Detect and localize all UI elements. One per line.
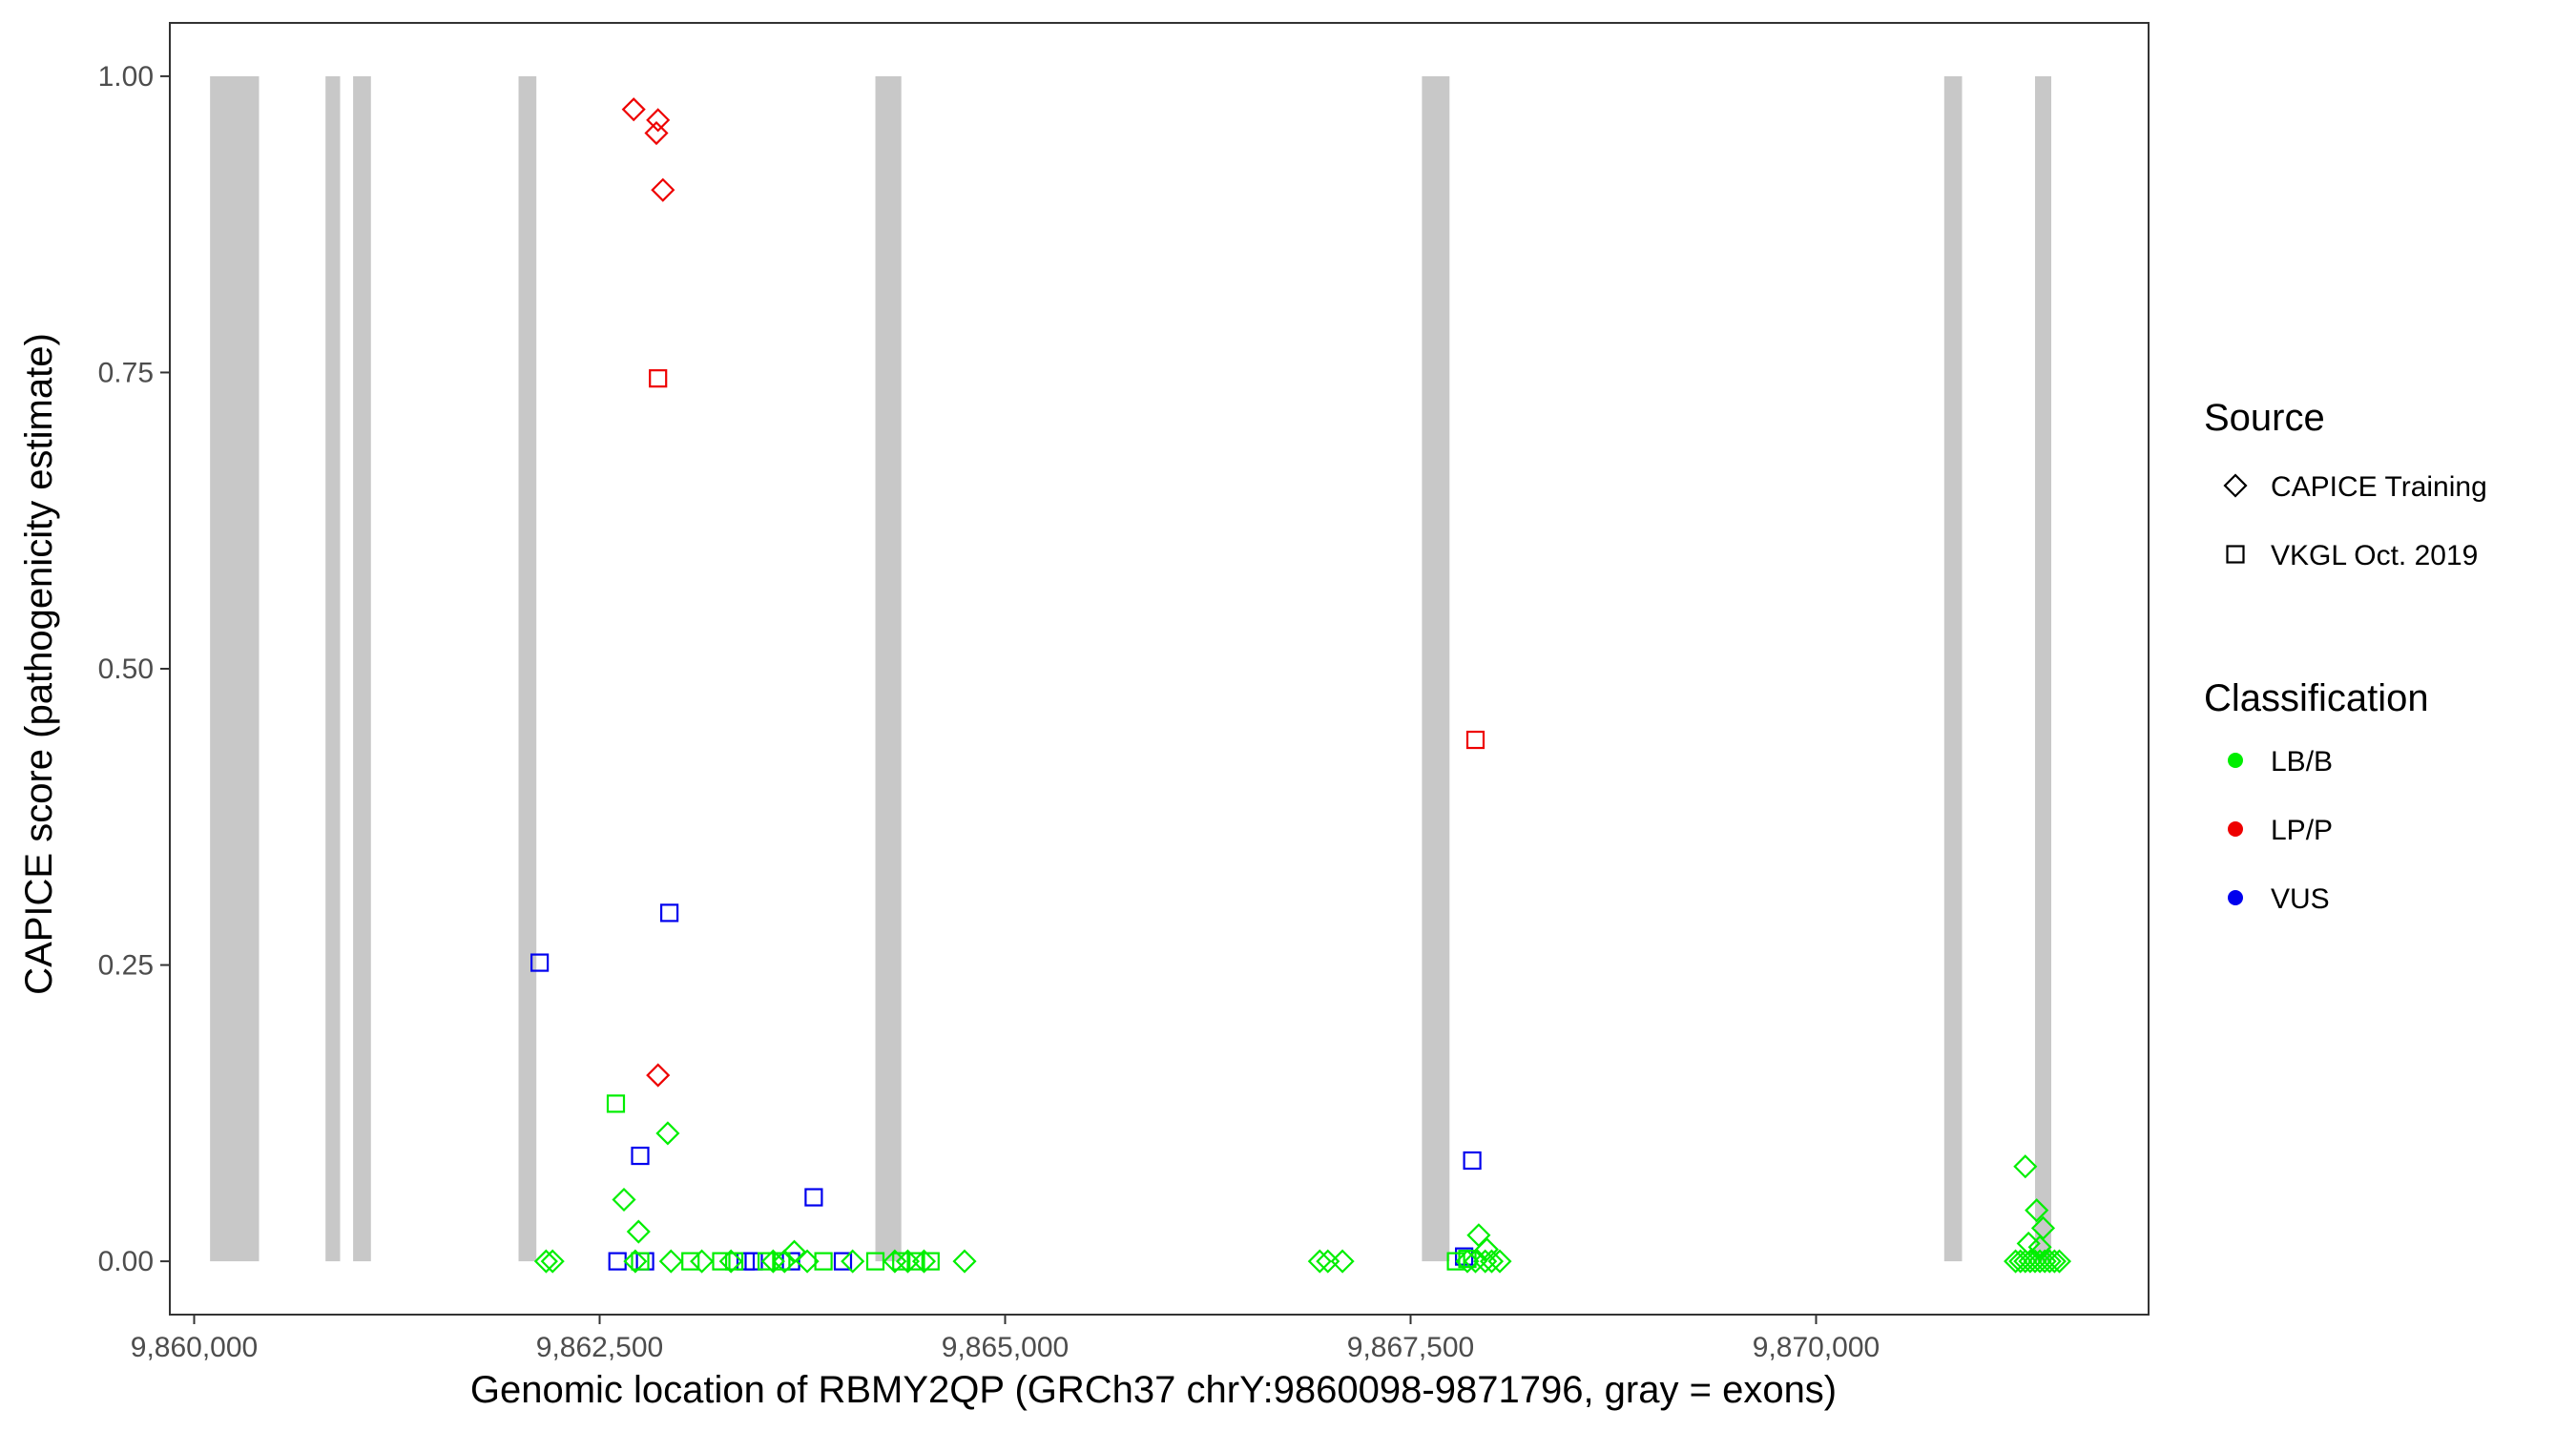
data-point bbox=[658, 1249, 683, 1274]
data-point bbox=[646, 1063, 671, 1088]
data-point bbox=[1479, 1249, 1505, 1274]
data-point bbox=[1463, 1249, 1488, 1274]
data-point bbox=[1474, 1237, 1499, 1262]
data-point bbox=[2025, 1198, 2049, 1223]
data-point bbox=[612, 1187, 636, 1213]
legend-class-label: VUS bbox=[2271, 883, 2330, 915]
legend-color-key bbox=[2228, 821, 2243, 837]
x-tick-label: 9,867,500 bbox=[1347, 1332, 1474, 1363]
data-point bbox=[921, 1252, 940, 1271]
legend-square-key bbox=[2226, 545, 2245, 564]
data-point bbox=[659, 903, 679, 923]
data-point bbox=[2037, 1249, 2062, 1274]
legend-color-key bbox=[2228, 753, 2243, 768]
data-point bbox=[814, 1252, 833, 1271]
exon-band-2 bbox=[325, 75, 341, 1262]
data-point bbox=[833, 1252, 853, 1271]
data-point bbox=[649, 369, 668, 388]
y-tick-label: 0.50 bbox=[98, 653, 154, 685]
exon-band-5 bbox=[875, 75, 902, 1262]
legend-source-items: CAPICE Training VKGL Oct. 2019 bbox=[2223, 471, 2487, 571]
exon-band-4 bbox=[518, 75, 537, 1262]
data-point bbox=[644, 120, 669, 146]
data-points bbox=[530, 97, 2072, 1274]
exon-band-7 bbox=[1943, 75, 1963, 1262]
data-point bbox=[1307, 1249, 1332, 1274]
data-point bbox=[906, 1252, 925, 1271]
x-tick-label: 9,865,000 bbox=[942, 1332, 1069, 1363]
data-point bbox=[804, 1188, 823, 1207]
data-point bbox=[760, 1249, 785, 1274]
legend-diamond-key bbox=[2223, 473, 2248, 498]
data-point bbox=[1455, 1249, 1480, 1274]
data-point bbox=[540, 1249, 565, 1274]
data-point bbox=[655, 1121, 680, 1146]
exon-bands bbox=[210, 75, 2051, 1262]
x-axis-title: Genomic location of RBMY2QP (GRCh37 chrY… bbox=[470, 1369, 1837, 1411]
exon-band-6 bbox=[1422, 75, 1450, 1262]
legend-class-label: LB/B bbox=[2271, 746, 2333, 778]
data-point bbox=[690, 1249, 715, 1274]
exon-band-8 bbox=[2035, 75, 2051, 1262]
data-point bbox=[626, 1219, 651, 1244]
data-point bbox=[1487, 1249, 1512, 1274]
y-tick-label: 1.00 bbox=[98, 61, 154, 93]
data-point bbox=[841, 1249, 865, 1274]
data-point bbox=[895, 1249, 921, 1274]
x-tick-label: 9,860,000 bbox=[131, 1332, 258, 1363]
legend-source-label: CAPICE Training bbox=[2271, 471, 2487, 503]
y-tick-label: 0.75 bbox=[98, 357, 154, 388]
data-point bbox=[1330, 1249, 1355, 1274]
y-tick-label: 0.25 bbox=[98, 950, 154, 982]
legend-class-label: LP/P bbox=[2271, 815, 2333, 846]
y-tick-label: 0.00 bbox=[98, 1246, 154, 1277]
legend-classification-title: Classification bbox=[2204, 677, 2429, 719]
x-tick-label: 9,862,500 bbox=[536, 1332, 663, 1363]
legend-source-label: VKGL Oct. 2019 bbox=[2271, 540, 2478, 571]
x-tick-label: 9,870,000 bbox=[1753, 1332, 1880, 1363]
data-point bbox=[631, 1252, 650, 1271]
data-point bbox=[952, 1249, 977, 1274]
data-point bbox=[1465, 730, 1485, 750]
exon-band-3 bbox=[353, 75, 371, 1262]
data-point bbox=[911, 1249, 937, 1274]
data-point bbox=[1463, 1151, 1482, 1171]
data-point bbox=[2042, 1249, 2067, 1274]
data-point bbox=[533, 1249, 558, 1274]
data-point bbox=[718, 1249, 743, 1274]
exon-band-1 bbox=[210, 75, 260, 1262]
data-point bbox=[2046, 1249, 2072, 1274]
data-point bbox=[646, 108, 671, 133]
data-point bbox=[772, 1249, 797, 1274]
data-point bbox=[621, 97, 646, 122]
legend-source-title: Source bbox=[2204, 397, 2325, 439]
legend: Source CAPICE Training VKGL Oct. 2019 Cla… bbox=[2204, 397, 2487, 915]
legend-color-key bbox=[2228, 890, 2243, 905]
y-axis: 0.00 0.25 0.50 0.75 1.00 bbox=[98, 61, 170, 1277]
data-point bbox=[892, 1252, 911, 1271]
data-point bbox=[606, 1094, 626, 1113]
data-point bbox=[623, 1249, 648, 1274]
y-axis-title: CAPICE score (pathogenicity estimate) bbox=[18, 333, 60, 995]
data-point bbox=[651, 177, 675, 202]
data-point bbox=[631, 1146, 650, 1166]
data-point bbox=[795, 1249, 820, 1274]
data-point bbox=[2027, 1234, 2052, 1259]
legend-classification-items: LB/B LP/P VUS bbox=[2228, 746, 2333, 915]
data-point bbox=[2013, 1154, 2038, 1179]
x-axis: 9,860,000 9,862,500 9,865,000 9,867,500 9,87… bbox=[131, 1315, 1880, 1363]
data-point bbox=[530, 953, 550, 972]
